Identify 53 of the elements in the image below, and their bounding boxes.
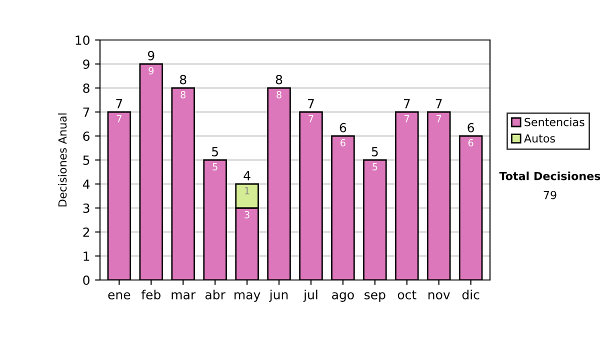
x-tick-label: oct: [398, 290, 416, 300]
total-label: 7: [404, 99, 410, 108]
y-tick-label: 10: [76, 35, 90, 45]
y-tick-label: 9: [83, 59, 90, 69]
x-tick-label: abr: [205, 290, 226, 300]
total-label: 8: [180, 74, 186, 84]
y-tick-label: 8: [83, 83, 90, 93]
x-tick-label: sep: [364, 292, 386, 302]
data-label: 5: [212, 163, 218, 170]
x-tick-label: jun: [269, 290, 288, 302]
total-label: 7: [116, 99, 122, 108]
total-label: 6: [340, 122, 346, 132]
data-label: 7: [308, 115, 314, 122]
total-label: 4: [244, 171, 250, 180]
x-tick-label: jul: [303, 290, 318, 302]
data-label: 8: [276, 91, 282, 98]
data-label: 7: [436, 115, 442, 122]
y-tick-label: 6: [83, 131, 90, 141]
y-tick-label: 3: [83, 203, 90, 213]
data-label: 6: [340, 139, 346, 146]
y-tick-label: 5: [83, 156, 90, 165]
legend-label: Sentencias: [524, 118, 584, 126]
y-tick-label: 2: [83, 227, 90, 237]
x-tick-label: ene: [108, 292, 130, 300]
x-tick-label: dic: [462, 290, 480, 300]
total-label: 9: [148, 50, 154, 60]
total-label: 5: [212, 147, 218, 156]
total-label: 7: [308, 99, 314, 108]
total-label: 6: [468, 122, 474, 132]
y-tick-label: 4: [82, 180, 90, 189]
text: 79: [544, 190, 556, 200]
data-label: 5: [372, 163, 378, 170]
x-tick-label: feb: [141, 290, 160, 300]
x-tick-label: may: [234, 292, 260, 302]
data-label: 3: [244, 211, 250, 218]
data-label: 9: [148, 67, 154, 74]
y-axis-title: Decisiones Anual: [58, 114, 67, 206]
y-tick-label: 0: [83, 275, 90, 285]
y-tick-label: 1: [84, 252, 90, 261]
text: Total Decisiones: [499, 172, 600, 180]
data-label: 6: [468, 139, 474, 146]
total-label: 8: [276, 74, 282, 84]
data-label: 7: [116, 115, 122, 122]
data-label: 7: [404, 115, 410, 122]
data-label: 1: [245, 187, 250, 194]
x-tick-label: nov: [428, 292, 450, 300]
x-tick-label: ago: [332, 292, 354, 302]
y-tick-label: 7: [83, 108, 90, 117]
total-label: 5: [372, 147, 378, 156]
total-label: 7: [436, 99, 442, 108]
legend-label: Autos: [524, 134, 555, 143]
data-label: 8: [180, 91, 186, 98]
x-tick-label: mar: [172, 292, 196, 300]
